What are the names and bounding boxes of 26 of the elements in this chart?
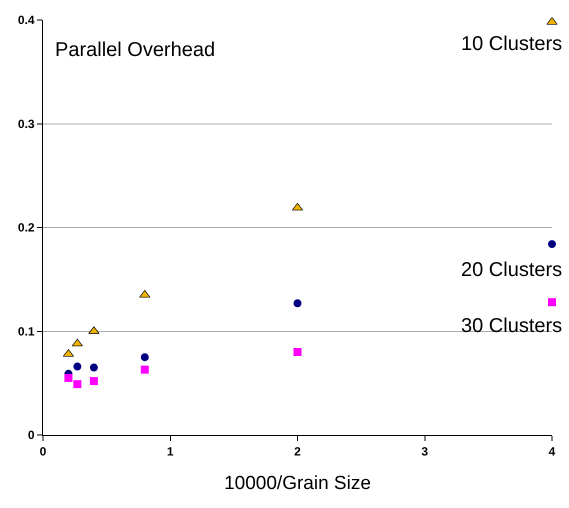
point <box>294 348 302 356</box>
series-label: 30 Clusters <box>461 315 562 337</box>
y-tick-label: 0.4 <box>18 13 35 28</box>
x-tick-label: 1 <box>166 444 174 458</box>
point <box>548 240 556 248</box>
y-tick-label: 0.1 <box>18 324 35 338</box>
x-axis-title: 10000/Grain Size <box>224 473 371 494</box>
x-tick-label: 3 <box>421 444 428 458</box>
point <box>548 298 556 306</box>
point <box>90 377 98 386</box>
y-tick-label: 0 <box>28 428 35 442</box>
x-tick-label: 0 <box>40 444 47 458</box>
point <box>294 299 302 308</box>
point <box>73 380 82 388</box>
x-tick-label: 2 <box>294 444 302 458</box>
point <box>90 364 98 372</box>
point <box>140 366 149 374</box>
text: Parallel Overhead <box>55 39 216 61</box>
y-tick-label: 0.2 <box>18 220 35 235</box>
point <box>64 374 72 382</box>
point <box>73 362 82 371</box>
series-label: 10 Clusters <box>461 33 562 55</box>
y-tick-label: 0.3 <box>18 116 35 131</box>
series-label: 20 Clusters <box>461 259 562 281</box>
x-tick-label: 4 <box>548 444 556 458</box>
point <box>140 353 149 362</box>
